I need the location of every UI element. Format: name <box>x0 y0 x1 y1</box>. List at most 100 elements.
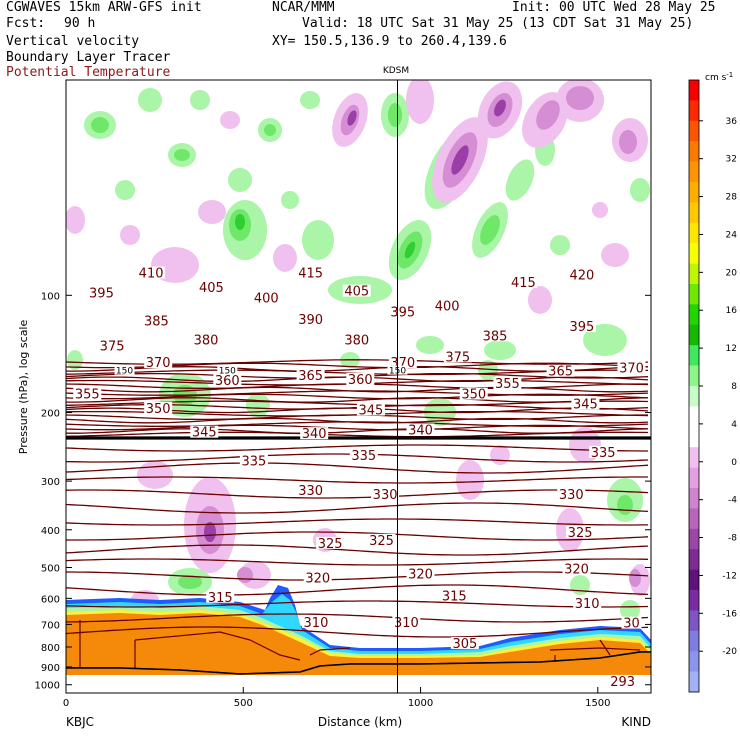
field-boundary-layer-tracer: Boundary Layer Tracer <box>6 50 171 65</box>
theta-contour <box>66 518 648 526</box>
colorbar-tick-label: 16 <box>726 306 738 316</box>
theta-label: 320 <box>305 572 330 587</box>
theta-label-bg <box>296 266 325 279</box>
x-tick-label: 500 <box>234 698 253 709</box>
theta-label: 293 <box>610 675 635 690</box>
colorbar-cell <box>689 304 699 326</box>
colorbar-tick-label: 20 <box>726 268 738 278</box>
theta-label: 30 <box>623 617 640 632</box>
theta-label-bg <box>252 291 281 304</box>
theta-label: 365 <box>298 369 323 384</box>
colorbar-tick-label: 36 <box>726 117 738 127</box>
theta-label: 405 <box>199 281 224 296</box>
theta-label: 380 <box>344 333 369 348</box>
colorbar-cell <box>689 528 699 550</box>
y-axis-label: Pressure (hPa), log scale <box>17 320 30 455</box>
theta-label-bg <box>213 374 242 387</box>
theta-label: 340 <box>408 423 433 438</box>
organization-label: NCAR/MMM <box>272 0 335 15</box>
model-title: CGWAVES 15km ARW-GFS init <box>6 0 202 15</box>
theta-contour <box>66 600 649 608</box>
y-tick-label: 1000 <box>35 681 60 692</box>
colorbar-cell <box>689 365 699 387</box>
theta-label-bg <box>433 299 462 312</box>
theta-label: 395 <box>569 320 594 335</box>
colorbar-cell <box>689 100 699 122</box>
theta-label: 370 <box>619 362 644 377</box>
theta-label: 335 <box>241 454 266 469</box>
theta-label: 400 <box>435 299 460 314</box>
theta-label: 325 <box>318 537 343 552</box>
colorbar-cell <box>689 182 699 203</box>
theta-label-bg <box>557 488 586 501</box>
theta-contour <box>66 558 649 566</box>
theta-label-group: 410 415 415 420 395 405 400 405 395 400 385 390 385 3… <box>73 266 646 690</box>
plot-title: KDSM <box>383 66 409 76</box>
theta-label: 315 <box>208 591 233 606</box>
theta-label: 375 <box>100 340 125 355</box>
colorbar-cell <box>689 141 699 162</box>
theta-label: 390 <box>298 313 323 328</box>
boundary-layer-terrain <box>66 585 651 693</box>
theta-label: 355 <box>495 377 520 392</box>
colorbar-cell <box>689 467 699 489</box>
plot-frame <box>65 79 652 694</box>
theta-label: 380 <box>194 333 219 348</box>
theta-label-bg <box>573 597 602 610</box>
y-tick-label: 900 <box>41 663 60 674</box>
colorbar-cell <box>689 549 699 570</box>
colorbar-tick-label: 28 <box>726 193 738 203</box>
y-tick-label: 700 <box>41 620 60 631</box>
y-tick-label: 200 <box>41 409 60 420</box>
forecast-hour-value: 90 h <box>64 16 96 31</box>
theta-label-bg <box>73 387 102 400</box>
colorbar-cell <box>689 406 699 428</box>
x-tick-label: 0 <box>63 698 69 709</box>
theta-label: 335 <box>591 446 616 461</box>
theta-label-bg <box>443 350 472 363</box>
theta-label-bg <box>356 403 385 416</box>
theta-contour <box>66 444 648 452</box>
theta-label: 320 <box>564 563 589 578</box>
theta-label: 345 <box>573 398 598 413</box>
theta-label-bg <box>349 449 378 462</box>
theta-label: 360 <box>215 374 240 389</box>
y-axis-ticks: 100 200 300 400 500 600 700 800 900 1000 <box>35 291 651 692</box>
theta-label: 330 <box>298 484 323 499</box>
plot-area: 410 415 415 420 395 405 400 405 395 400 385 390 385 3… <box>66 80 651 693</box>
colorbar-cell <box>689 222 699 244</box>
vertical-velocity-field <box>66 80 650 620</box>
colorbar-cell <box>689 630 699 652</box>
colorbar-tick-label: 32 <box>726 155 737 165</box>
theta-label-bg <box>192 333 221 346</box>
colorbar-tick-label: -16 <box>722 609 737 619</box>
theta-label: 385 <box>483 329 508 344</box>
theta-label-bg <box>562 562 591 575</box>
x-tick-label: 1500 <box>585 698 610 709</box>
theta-label-bg <box>567 268 596 281</box>
theta-label-bg <box>546 364 575 377</box>
theta-label: 395 <box>89 286 114 301</box>
y-tick-label: 500 <box>41 564 60 575</box>
colorbar-cell <box>689 80 699 101</box>
theta-label-bg <box>316 536 345 549</box>
theta-label-bg <box>617 361 646 374</box>
theta-label: 350 <box>146 402 171 417</box>
theta-label-bg <box>388 356 417 369</box>
theta-label: 375 <box>445 350 470 365</box>
theta-label: 305 <box>452 637 477 652</box>
theta-label: 405 <box>344 285 369 300</box>
theta-label-bg <box>342 284 371 297</box>
pv-label-bg <box>217 365 238 375</box>
valid-time: Valid: 18 UTC Sat 31 May 25 (13 CDT Sat … <box>302 16 694 31</box>
theta-label-bg <box>87 286 116 299</box>
colorbar-cell <box>689 161 699 183</box>
colorbar-cell <box>689 243 699 264</box>
colorbar-cell <box>689 671 699 693</box>
theta-label: 310 <box>575 597 600 612</box>
x-tick-label: 1000 <box>408 698 433 709</box>
colorbar-cell <box>689 610 699 632</box>
theta-label: 355 <box>75 388 100 403</box>
theta-label-bg <box>571 397 600 410</box>
theta-label-bg <box>137 266 166 279</box>
